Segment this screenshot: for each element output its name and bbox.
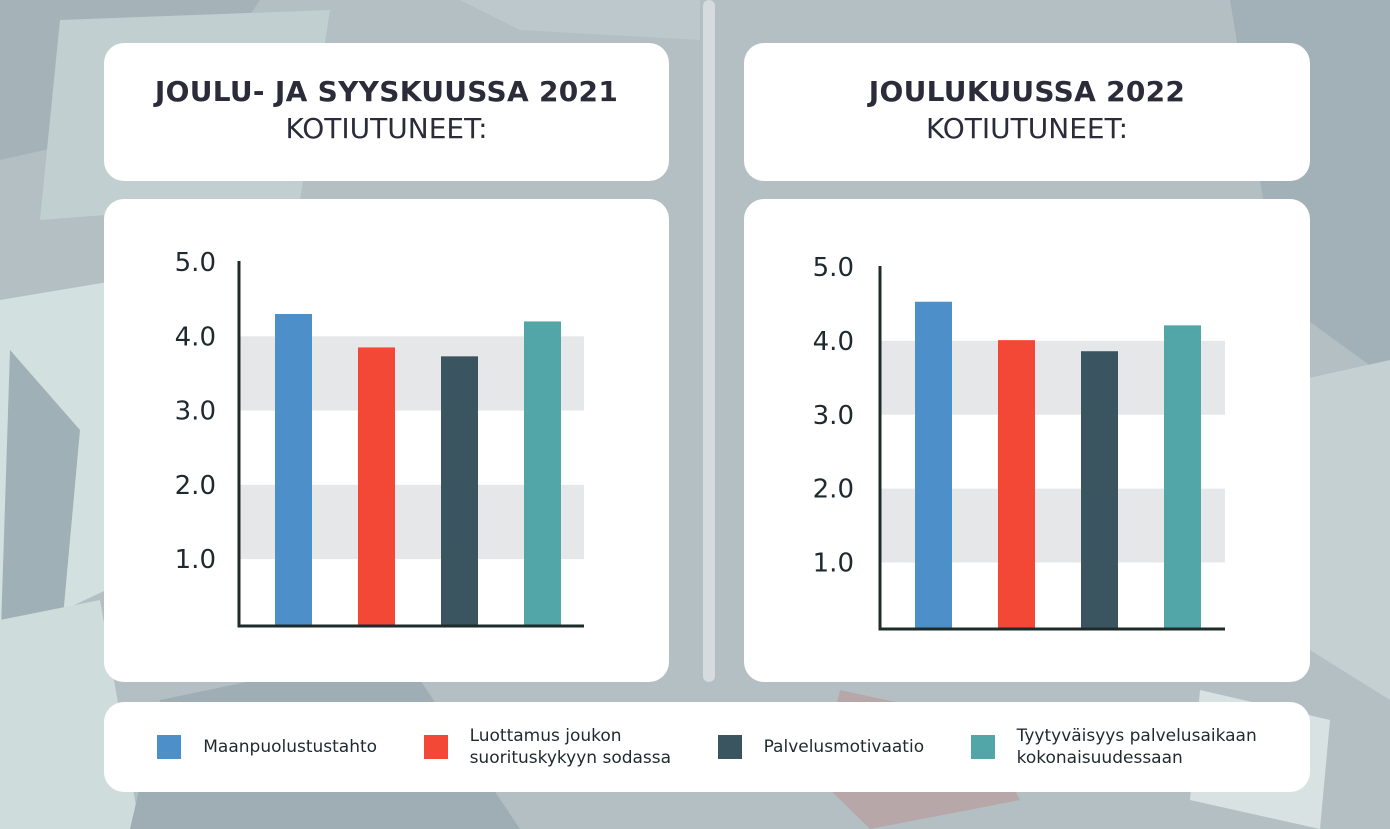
y-tick-label: 3.0 bbox=[175, 397, 216, 427]
y-tick-label: 5.0 bbox=[813, 253, 854, 283]
legend: Maanpuolustustahto Luottamus joukon suor… bbox=[104, 702, 1310, 792]
y-tick-label: 5.0 bbox=[175, 248, 216, 278]
legend-swatch bbox=[717, 735, 742, 759]
y-tick-label: 2.0 bbox=[813, 475, 854, 505]
y-tick-label: 2.0 bbox=[175, 471, 216, 501]
legend-label: Palvelusmotivaatio bbox=[763, 737, 925, 757]
bar-3 bbox=[1081, 351, 1118, 629]
legend-swatch bbox=[157, 735, 182, 759]
left-bar-chart: 1.0 2.0 3.0 4.0 5.0 bbox=[175, 248, 584, 628]
y-tick-label: 3.0 bbox=[813, 401, 854, 431]
bar-1 bbox=[275, 314, 312, 626]
right-chart-title: JOULUKUUSSA 2022 bbox=[868, 75, 1186, 108]
center-divider bbox=[703, 0, 715, 682]
bar-2 bbox=[998, 340, 1035, 629]
legend-label: Tyytyväisyys palvelusaikaan kokonaisuude… bbox=[1016, 726, 1257, 768]
bar-3 bbox=[441, 356, 478, 626]
legend-label: Maanpuolustustahto bbox=[203, 737, 378, 757]
left-chart-title: JOULU- JA SYYSKUUSSA 2021 bbox=[154, 75, 619, 108]
bar-4 bbox=[1164, 325, 1201, 629]
legend-label: Luottamus joukon suorituskykyyn sodassa bbox=[469, 726, 672, 768]
left-chart-card: 1.0 2.0 3.0 4.0 5.0 bbox=[104, 199, 669, 682]
right-title-card: JOULUKUUSSA 2022 KOTIUTUNEET: bbox=[744, 43, 1310, 181]
left-chart-subtitle: KOTIUTUNEET: bbox=[285, 112, 488, 145]
right-chart-card: 1.0 2.0 3.0 4.0 5.0 bbox=[744, 199, 1310, 682]
y-tick-label: 1.0 bbox=[813, 549, 854, 579]
legend-swatch bbox=[970, 735, 995, 759]
bar-2 bbox=[358, 347, 395, 626]
bar-1 bbox=[915, 301, 952, 629]
right-chart-subtitle: KOTIUTUNEET: bbox=[925, 112, 1129, 145]
y-tick-label: 4.0 bbox=[175, 322, 216, 352]
legend-item-palvelusmotivaatio: Palvelusmotivaatio bbox=[717, 735, 925, 759]
y-tick-label: 1.0 bbox=[175, 545, 216, 575]
legend-item-tyytyvaisyys: Tyytyväisyys palvelusaikaan kokonaisuude… bbox=[970, 725, 1257, 769]
legend-swatch bbox=[423, 735, 448, 759]
bar-4 bbox=[524, 321, 561, 626]
y-tick-label: 4.0 bbox=[813, 327, 854, 357]
right-bar-chart: 1.0 2.0 3.0 4.0 5.0 bbox=[813, 253, 1225, 631]
legend-item-luottamus: Luottamus joukon suorituskykyyn sodassa bbox=[423, 725, 672, 769]
left-title-card: JOULU- JA SYYSKUUSSA 2021 KOTIUTUNEET: bbox=[104, 43, 669, 181]
legend-item-maanpuolustustahto: Maanpuolustustahto bbox=[157, 735, 377, 759]
